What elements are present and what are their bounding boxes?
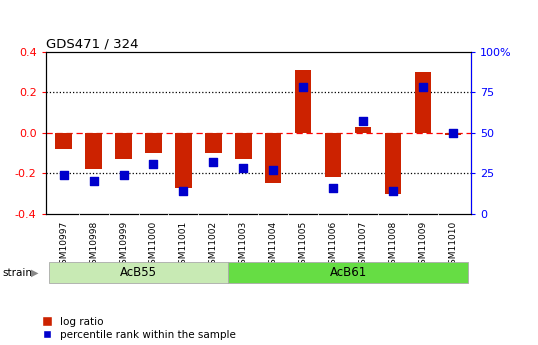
Text: GSM11009: GSM11009 bbox=[419, 221, 427, 270]
Text: GSM10997: GSM10997 bbox=[59, 221, 68, 270]
Text: GDS471 / 324: GDS471 / 324 bbox=[46, 37, 138, 50]
Bar bbox=[355, 127, 371, 133]
Text: GSM11008: GSM11008 bbox=[388, 221, 398, 270]
Point bbox=[149, 161, 158, 166]
Text: GSM11002: GSM11002 bbox=[209, 221, 218, 270]
Text: GSM11001: GSM11001 bbox=[179, 221, 188, 270]
Bar bbox=[325, 133, 341, 177]
Bar bbox=[235, 133, 251, 159]
Bar bbox=[265, 133, 281, 184]
Bar bbox=[205, 133, 222, 153]
Bar bbox=[55, 133, 72, 149]
Text: GSM11010: GSM11010 bbox=[448, 221, 457, 270]
Bar bbox=[86, 133, 102, 169]
Text: AcB61: AcB61 bbox=[329, 266, 367, 279]
Point bbox=[89, 179, 98, 184]
Point bbox=[209, 159, 218, 165]
Point bbox=[359, 119, 367, 124]
Point bbox=[388, 188, 397, 194]
Text: GSM11004: GSM11004 bbox=[268, 221, 278, 270]
FancyBboxPatch shape bbox=[228, 262, 468, 284]
Point bbox=[119, 172, 128, 178]
Point bbox=[269, 167, 278, 173]
Bar bbox=[444, 133, 461, 135]
Bar bbox=[415, 72, 431, 133]
Legend: log ratio, percentile rank within the sample: log ratio, percentile rank within the sa… bbox=[43, 317, 236, 340]
Point bbox=[299, 85, 307, 90]
FancyBboxPatch shape bbox=[49, 262, 228, 284]
Point bbox=[419, 85, 427, 90]
Bar bbox=[385, 133, 401, 194]
Point bbox=[329, 185, 337, 191]
Text: GSM11005: GSM11005 bbox=[299, 221, 308, 270]
Point bbox=[179, 188, 188, 194]
Bar bbox=[145, 133, 162, 153]
Text: GSM11007: GSM11007 bbox=[358, 221, 367, 270]
Point bbox=[239, 166, 247, 171]
Point bbox=[449, 130, 457, 136]
Bar bbox=[175, 133, 192, 188]
Bar bbox=[115, 133, 132, 159]
Text: GSM11006: GSM11006 bbox=[329, 221, 337, 270]
Text: GSM10999: GSM10999 bbox=[119, 221, 128, 270]
Text: GSM11000: GSM11000 bbox=[149, 221, 158, 270]
Bar bbox=[295, 70, 312, 133]
Text: strain: strain bbox=[3, 268, 33, 277]
Point bbox=[59, 172, 68, 178]
Text: ▶: ▶ bbox=[31, 268, 38, 278]
Text: GSM11003: GSM11003 bbox=[239, 221, 248, 270]
Text: GSM10998: GSM10998 bbox=[89, 221, 98, 270]
Text: AcB55: AcB55 bbox=[120, 266, 157, 279]
